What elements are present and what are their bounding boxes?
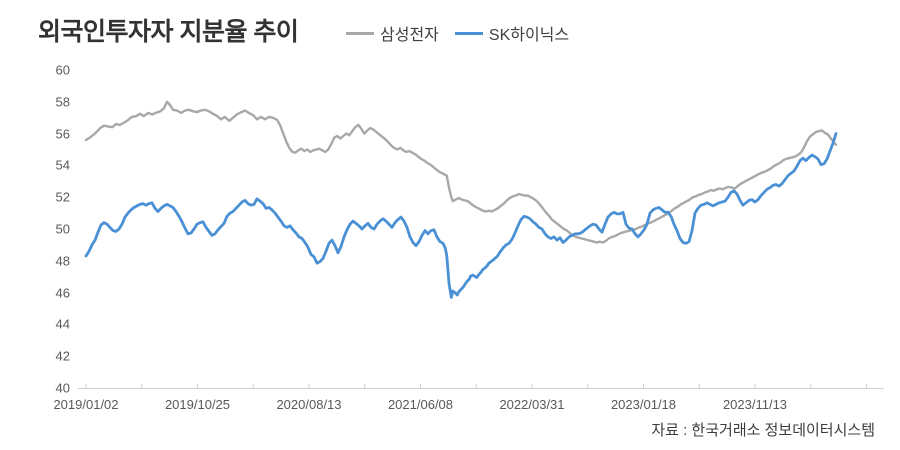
x-tick-label: 2019/10/25 — [164, 397, 231, 412]
y-tick-label: 56 — [55, 126, 70, 142]
legend-sk-swatch — [454, 31, 483, 35]
x-tick-label: 2021/06/08 — [387, 397, 454, 412]
source-note: 자료 : 한국거래소 정보데이터시스템 — [651, 422, 875, 439]
y-tick-label: 60 — [55, 62, 70, 78]
x-tick-label: 2023/01/18 — [610, 397, 677, 412]
samsung-line — [84, 100, 838, 244]
legend-samsung-label: 삼성전자 — [380, 27, 439, 44]
y-tick-label: 40 — [55, 380, 70, 396]
x-tick-label: 2019/01/02 — [53, 397, 119, 412]
y-tick-label: 50 — [55, 221, 70, 237]
y-tick-label: 44 — [55, 316, 70, 332]
legend-samsung-swatch — [346, 31, 374, 35]
y-tick-label: 48 — [55, 253, 70, 269]
x-tick-label: 2020/08/13 — [276, 397, 342, 412]
x-tick-label: 2022/03/31 — [499, 397, 565, 412]
y-tick-label: 58 — [55, 94, 70, 110]
y-tick-label: 52 — [55, 189, 70, 205]
x-tick-label: 2023/11/13 — [722, 397, 788, 412]
sk-hynix-line — [84, 132, 838, 299]
legend-sk-label: SK하이닉스 — [488, 27, 570, 44]
y-tick-label: 54 — [55, 157, 70, 173]
chart-title: 외국인투자자 지분율 추이 — [38, 18, 299, 46]
y-tick-label: 46 — [55, 285, 70, 301]
legend: 삼성전자 SK하이닉스 — [346, 24, 585, 44]
y-tick-label: 42 — [55, 348, 70, 364]
